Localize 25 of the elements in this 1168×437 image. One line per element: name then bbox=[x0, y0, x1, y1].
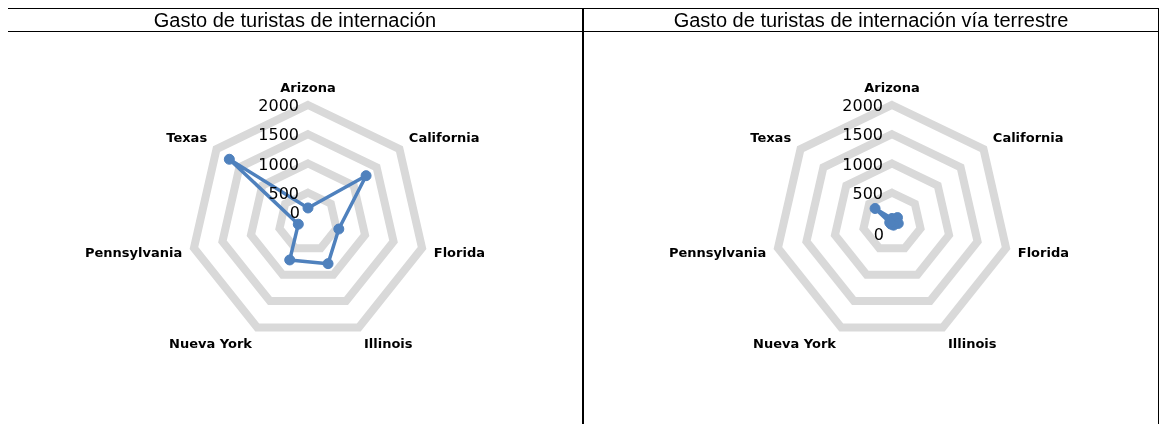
spoke-label: Pennsylvania bbox=[668, 244, 767, 260]
chart-title: Gasto de turistas de internación vía terrestre bbox=[584, 8, 1158, 32]
y-tick-label: 0 bbox=[873, 225, 884, 244]
y-tick-label: 500 bbox=[852, 183, 883, 203]
spoke-label: Pennsylvania bbox=[84, 244, 183, 260]
y-tick-label: 1000 bbox=[842, 154, 883, 174]
spoke-label: Texas bbox=[166, 130, 208, 146]
y-tick-label: 2000 bbox=[258, 96, 299, 115]
spoke-label: California bbox=[408, 130, 480, 146]
spoke-label: Nueva York bbox=[753, 336, 837, 352]
spoke-label: Florida bbox=[433, 244, 485, 260]
spoke-label: Florida bbox=[1017, 244, 1069, 260]
spoke-label: Nueva York bbox=[169, 336, 253, 352]
chart-title: Gasto de turistas de internación bbox=[8, 8, 582, 32]
spoke-label: California bbox=[992, 130, 1064, 146]
y-tick-label: 1500 bbox=[258, 125, 299, 145]
y-tick-label: 1500 bbox=[842, 125, 883, 145]
spoke-label: Illinois bbox=[947, 336, 997, 352]
spoke-label: Illinois bbox=[363, 336, 413, 352]
spoke-label: Arizona bbox=[280, 79, 336, 95]
y-tick-label: 0 bbox=[289, 203, 300, 222]
spoke-label: Texas bbox=[750, 130, 792, 146]
spoke-label: Arizona bbox=[864, 79, 920, 95]
y-tick-label: 2000 bbox=[842, 96, 883, 115]
y-tick-label: 1000 bbox=[258, 154, 299, 174]
